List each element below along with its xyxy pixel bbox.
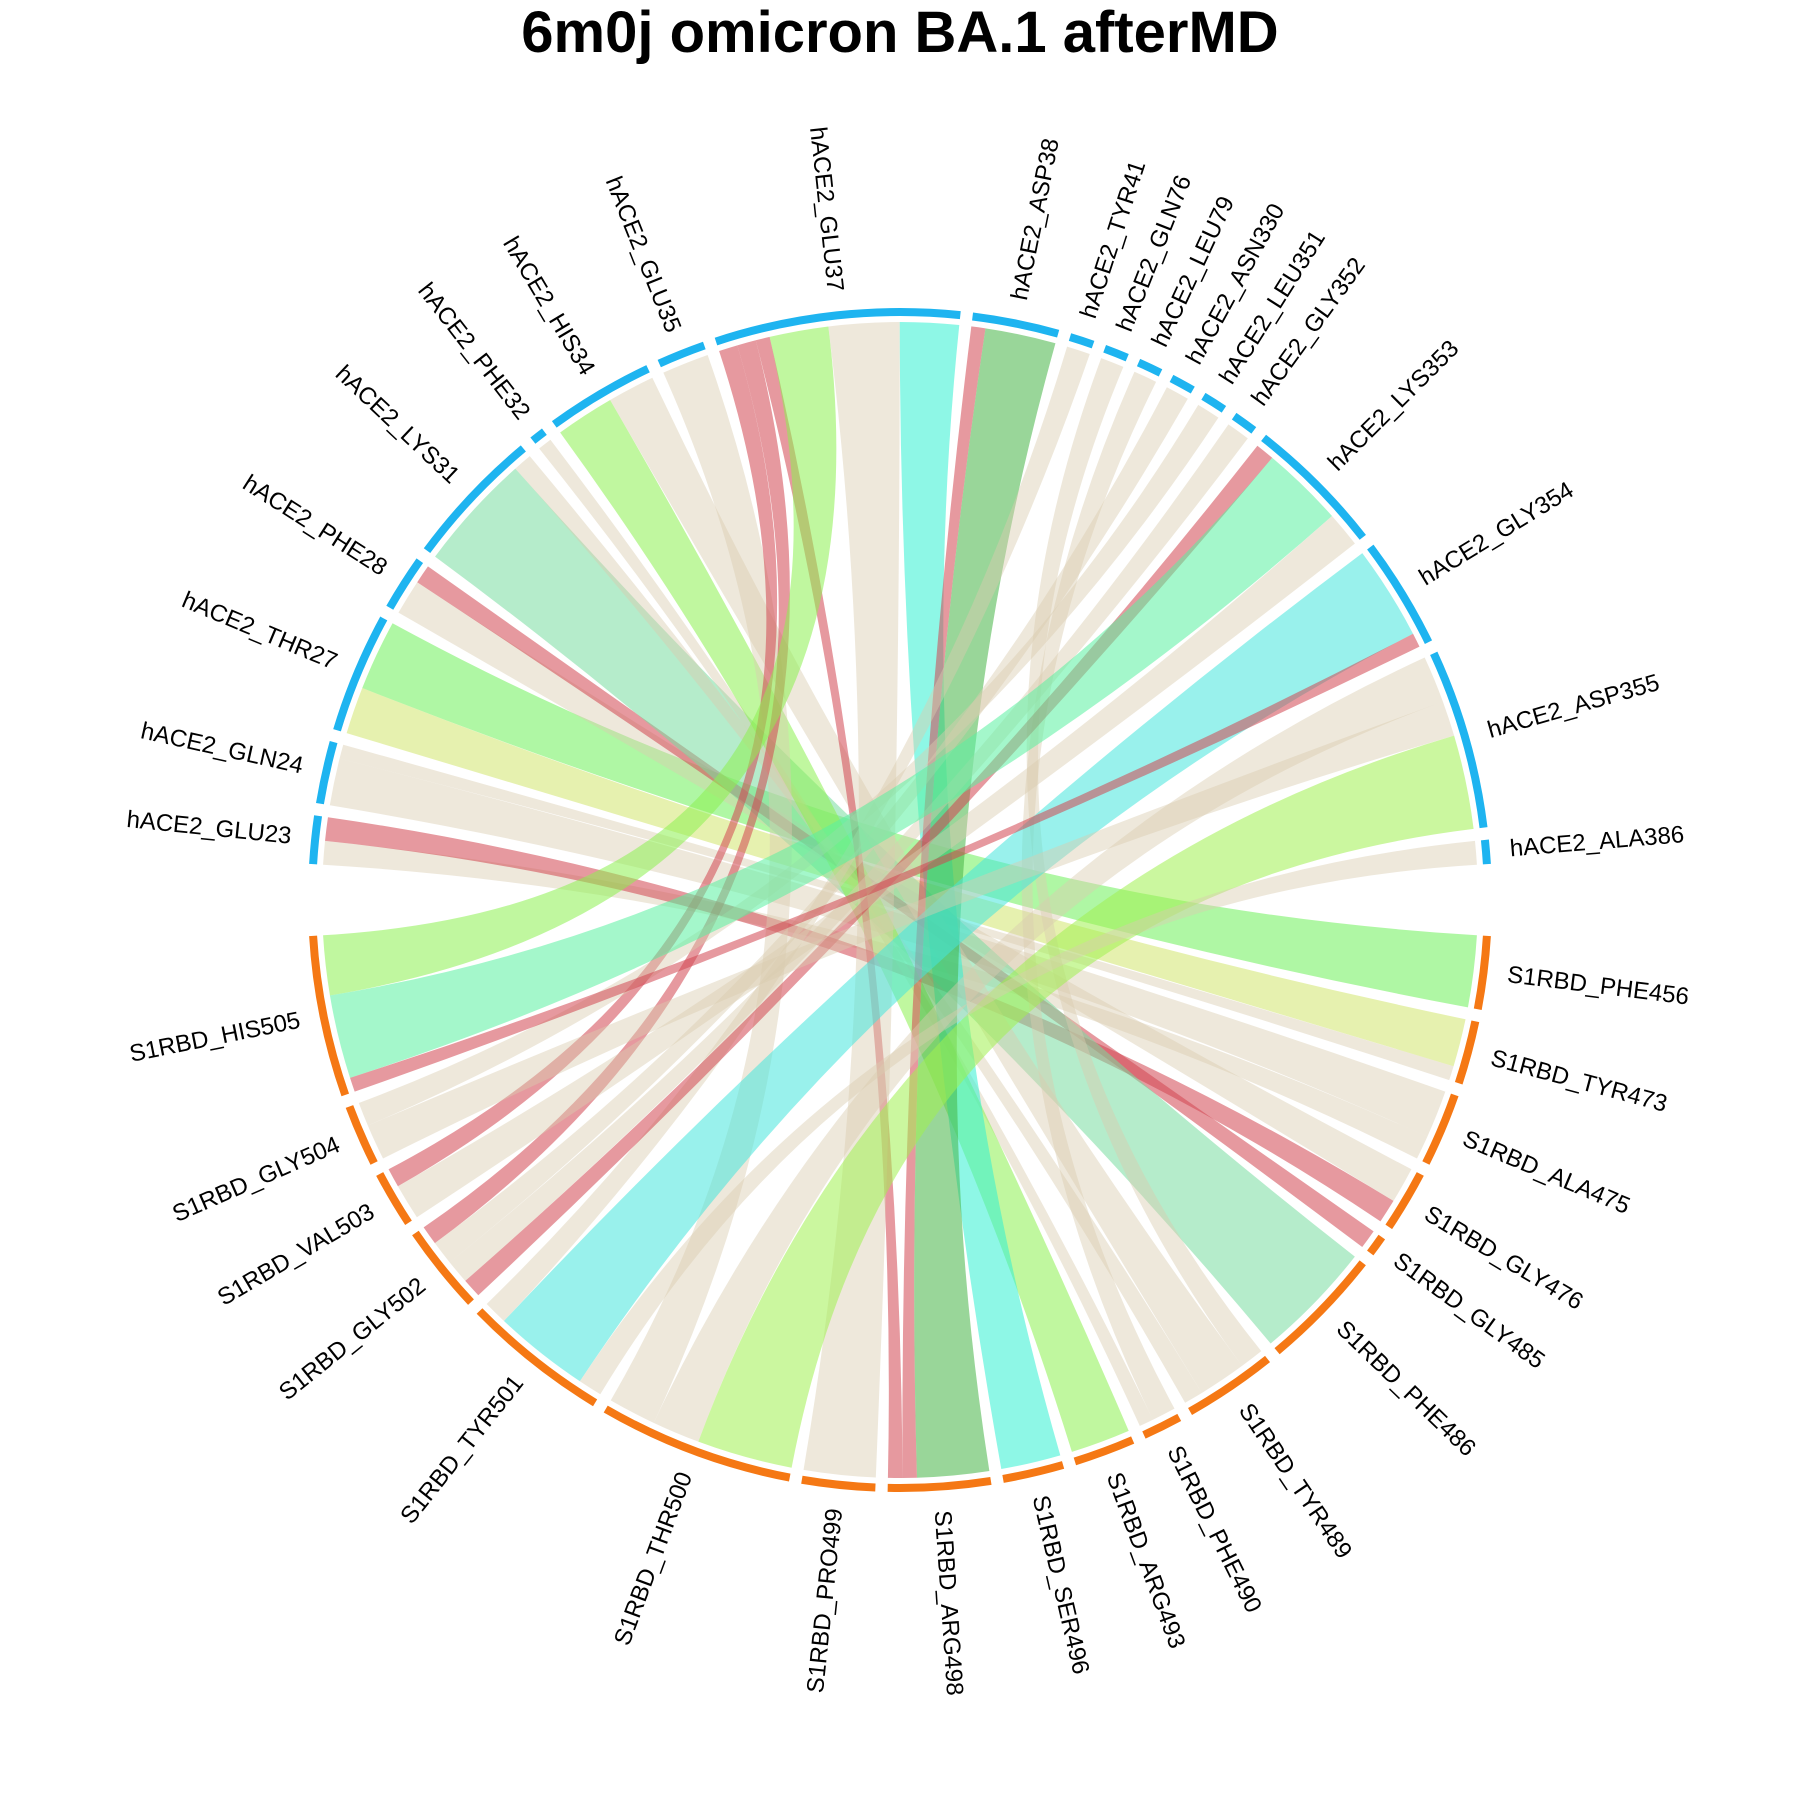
sector-track-s1rbd-tyr489	[1188, 1355, 1271, 1415]
sector-label-hace2-lys31: hACE2_LYS31	[330, 360, 465, 489]
sector-track-s1rbd-tyr501	[476, 1308, 598, 1407]
link-hace2-glu23-to-s1rbd-ala475	[323, 840, 1428, 1159]
link-hace2-gly352-to-s1rbd-gly502	[449, 424, 1248, 1281]
sector-label-s1rbd-gly504: S1RBD_GLY504	[168, 1131, 343, 1228]
link-hace2-gln24-to-s1rbd-tyr473	[339, 744, 1454, 1081]
sector-track-s1rbd-thr500	[603, 1405, 791, 1482]
sector-label-hace2-glu37: hACE2_GLU37	[804, 125, 849, 292]
sector-label-hace2-thr27: hACE2_THR27	[178, 587, 341, 676]
sector-track-hace2-lys353	[1261, 434, 1366, 540]
link-hace2-leu79-to-s1rbd-phe490	[1021, 371, 1175, 1420]
sector-track-s1rbd-phe486	[1274, 1260, 1366, 1355]
link-hace2-lys353-to-s1rbd-gly502	[465, 445, 1273, 1296]
link-hace2-asp355-to-s1rbd-thr500	[698, 735, 1474, 1468]
sector-label-s1rbd-phe490: S1RBD_PHE490	[1161, 1441, 1267, 1617]
sector-track-s1rbd-phe490	[1142, 1413, 1182, 1439]
link-hace2-gly354-to-s1rbd-tyr501	[503, 553, 1414, 1382]
sector-label-s1rbd-gly502: S1RBD_GLY502	[274, 1272, 431, 1406]
sector-label-hace2-glu23: hACE2_GLU23	[125, 806, 292, 850]
sector-track-hace2-his34	[551, 365, 650, 428]
sector-track-hace2-glu35	[657, 341, 706, 368]
group-tracks	[309, 308, 1491, 1492]
sector-track-hace2-asn330	[1169, 374, 1195, 394]
sector-track-hace2-gln24	[316, 740, 338, 805]
sector-track-s1rbd-val503	[376, 1172, 412, 1225]
sector-label-s1rbd-arg493: S1RBD_ARG493	[1101, 1469, 1191, 1652]
sector-track-hace2-ala386	[1480, 839, 1491, 865]
sector-track-hace2-asp38	[972, 312, 1060, 338]
sector-track-s1rbd-gly504	[345, 1105, 378, 1165]
link-hace2-glu37-to-s1rbd-ser496	[899, 322, 1061, 1470]
sector-track-hace2-asp355	[1430, 651, 1488, 829]
sector-label-s1rbd-phe456: S1RBD_PHE456	[1506, 961, 1691, 1010]
sector-label-hace2-asp38: hACE2_ASP38	[1006, 136, 1065, 302]
sector-label-hace2-gly354: hACE2_GLY354	[1414, 477, 1578, 592]
sector-label-hace2-gln24: hACE2_GLN24	[138, 717, 305, 779]
sector-label-hace2-asp355: hACE2_ASP355	[1484, 669, 1662, 744]
link-hace2-lys353-to-s1rbd-val503	[397, 515, 1355, 1218]
sector-label-s1rbd-thr500: S1RBD_THR500	[609, 1468, 698, 1649]
link-hace2-gln24-to-s1rbd-ala475	[329, 758, 1446, 1137]
sector-label-s1rbd-tyr501: S1RBD_TYR501	[395, 1370, 529, 1529]
sector-track-hace2-gln76	[1103, 345, 1129, 362]
sector-label-s1rbd-pro499: S1RBD_PRO499	[802, 1507, 848, 1694]
sector-label-hace2-phe32: hACE2_PHE32	[412, 278, 535, 425]
link-hace2-gly354-to-s1rbd-his505	[350, 633, 1420, 1092]
sector-track-hace2-thr27	[333, 616, 388, 732]
link-hace2-asp38-to-s1rbd-arg498	[914, 328, 1056, 1478]
sector-track-s1rbd-phe456	[1473, 935, 1491, 1011]
links-layer	[323, 322, 1477, 1479]
link-hace2-lys31-to-s1rbd-phe486	[435, 468, 1355, 1344]
link-hace2-asp38-to-s1rbd-arg498	[902, 326, 986, 1478]
link-hace2-thr27-to-s1rbd-phe456	[362, 623, 1477, 1008]
sector-track-s1rbd-gly476	[1385, 1172, 1424, 1230]
sector-track-hace2-glu23	[309, 815, 323, 865]
sector-track-hace2-glu37	[714, 308, 961, 346]
sector-label-s1rbd-ser496: S1RBD_SER496	[1027, 1493, 1095, 1677]
sector-track-hace2-gly352	[1231, 412, 1257, 434]
sector-label-s1rbd-his505: S1RBD_HIS505	[127, 1007, 302, 1068]
link-hace2-asp355-to-s1rbd-gly504	[367, 701, 1455, 1159]
sector-track-s1rbd-ala475	[1422, 1093, 1459, 1165]
sector-track-hace2-phe32	[530, 428, 547, 444]
sector-track-s1rbd-gly502	[412, 1230, 474, 1305]
link-hace2-glu37-to-s1rbd-his505	[323, 326, 837, 996]
sector-track-s1rbd-his505	[309, 935, 350, 1097]
sector-label-s1rbd-ala475: S1RBD_ALA475	[1459, 1125, 1634, 1220]
sector-track-hace2-leu79	[1136, 358, 1163, 377]
sector-label-s1rbd-tyr489: S1RBD_TYR489	[1233, 1398, 1357, 1563]
link-hace2-lys353-to-s1rbd-his505	[329, 457, 1332, 1078]
link-hace2-lys31-to-s1rbd-tyr489	[515, 456, 1202, 1403]
sector-label-hace2-phe28: hACE2_PHE28	[238, 470, 392, 582]
sector-track-hace2-leu351	[1201, 392, 1227, 413]
chart-title: 6m0j omicron BA.1 afterMD	[521, 0, 1278, 65]
sector-track-s1rbd-ser496	[1002, 1461, 1065, 1483]
sector-label-hace2-ala386: hACE2_ALA386	[1509, 821, 1685, 862]
sector-track-s1rbd-gly485	[1367, 1234, 1386, 1256]
sector-label-hace2-his34: hACE2_HIS34	[497, 232, 600, 380]
sector-track-s1rbd-pro499	[801, 1475, 876, 1492]
sector-track-s1rbd-arg498	[887, 1476, 992, 1492]
sector-label-s1rbd-phe486: S1RBD_PHE486	[1331, 1315, 1481, 1462]
sector-label-hace2-glu35: hACE2_GLU35	[600, 173, 687, 337]
sector-label-s1rbd-arg498: S1RBD_ARG498	[929, 1510, 968, 1697]
sector-track-hace2-phe28	[386, 558, 424, 610]
sector-label-s1rbd-val503: S1RBD_VAL503	[213, 1198, 379, 1311]
sector-track-s1rbd-tyr473	[1454, 1020, 1480, 1085]
sector-label-s1rbd-tyr473: S1RBD_TYR473	[1488, 1045, 1670, 1118]
sector-label-hace2-lys353: hACE2_LYS353	[1323, 335, 1465, 476]
sector-track-hace2-lys31	[423, 445, 526, 554]
sector-track-hace2-tyr41	[1068, 333, 1095, 349]
sector-track-s1rbd-arg493	[1073, 1436, 1135, 1466]
sector-track-hace2-gly354	[1367, 544, 1433, 644]
